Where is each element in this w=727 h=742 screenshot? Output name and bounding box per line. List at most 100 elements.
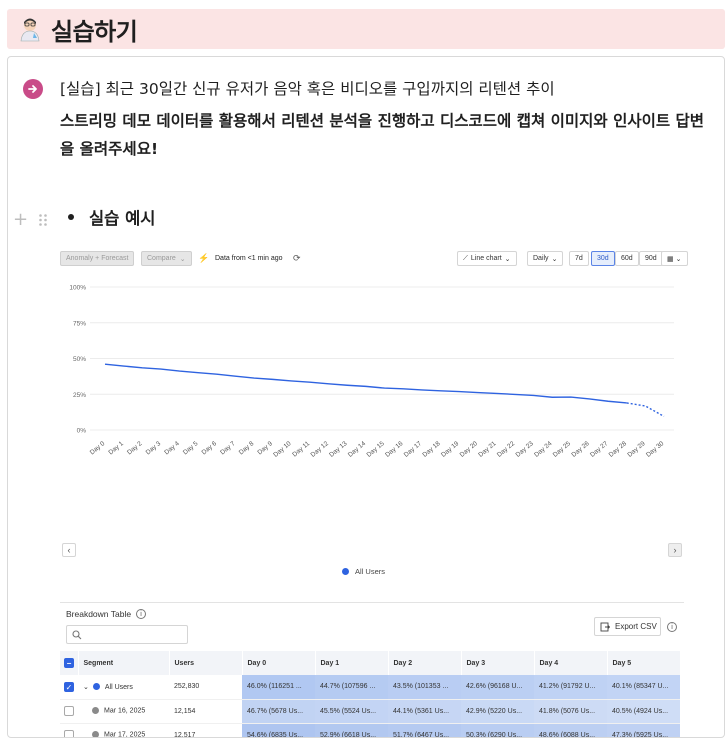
retention-cell: 46.7% (5678 Us... [242, 699, 315, 724]
legend-marker [342, 568, 349, 575]
range-30d[interactable]: 30d [591, 251, 615, 266]
callout-title: [실습] 최근 30일간 신규 유저가 음악 혹은 비디오를 구입까지의 리텐션… [60, 80, 555, 98]
range-60d[interactable]: 60d [615, 251, 639, 266]
column-header[interactable]: Segment [78, 651, 170, 675]
x-tick-label: Day 28 [608, 440, 629, 459]
retention-cell: 42.6% (96168 U... [461, 675, 534, 700]
column-header[interactable]: Day 5 [607, 651, 681, 675]
info-icon[interactable]: i [136, 609, 147, 619]
select-all-checkbox[interactable]: − [64, 658, 74, 668]
search-input[interactable] [66, 625, 188, 644]
y-tick-label: 50% [73, 356, 86, 363]
row-checkbox[interactable]: ✓ [64, 681, 74, 692]
data-freshness: Data from <1 min ago [215, 255, 283, 262]
chevron-down-icon[interactable]: ⌄ [83, 683, 89, 691]
column-header[interactable]: Day 2 [388, 651, 462, 675]
x-tick-label: Day 2 [126, 440, 144, 457]
segment-cell: ⌄ All Users [78, 675, 169, 700]
row-checkbox[interactable] [64, 706, 74, 716]
y-tick-label: 0% [77, 428, 87, 435]
scientist-emoji-icon [20, 18, 40, 42]
x-tick-label: Day 22 [496, 440, 517, 459]
segment-color-dot [92, 731, 99, 737]
scroll-right-button[interactable]: › [668, 543, 682, 557]
retention-chart-screenshot: Anomaly + Forecast Compare ⌄ ⚡ Data from … [60, 245, 688, 737]
users-cell: 12,517 [169, 723, 242, 737]
y-tick-label: 75% [73, 320, 86, 327]
calendar-icon: ▦ [667, 255, 674, 263]
retention-cell: 43.5% (101353 ... [388, 675, 461, 700]
x-tick-label: Day 27 [589, 440, 610, 459]
page-title: 실습하기 [51, 17, 138, 46]
info-icon[interactable]: i [667, 622, 677, 632]
x-tick-label: Day 24 [533, 440, 554, 459]
x-tick-label: Day 14 [347, 440, 368, 459]
users-cell: 252,830 [169, 675, 242, 700]
range-7d[interactable]: 7d [569, 251, 589, 266]
bullet-marker [68, 214, 74, 220]
column-header[interactable]: Day 1 [315, 651, 389, 675]
segment-label: All Users [104, 683, 133, 691]
table-row[interactable]: Mar 16, 2025 12,154 46.7% (5678 Us... 45.5%… [60, 699, 680, 724]
bullet-heading: 실습 예시 [89, 209, 156, 228]
row-checkbox[interactable] [64, 730, 74, 737]
anomaly-forecast-button[interactable]: Anomaly + Forecast [60, 251, 135, 266]
segment-color-dot [92, 683, 100, 691]
y-tick-label: 100% [69, 285, 86, 292]
x-tick-label: Day 17 [403, 440, 424, 459]
drag-handle-icon[interactable] [38, 213, 48, 227]
retention-cell: 42.9% (5220 Us... [461, 699, 534, 724]
chevron-down-icon: ⌄ [179, 255, 186, 263]
callout-description: 스트리밍 데모 데이터를 활용해서 리텐션 분석을 진행하고 디스코드에 캡쳐 … [60, 112, 705, 158]
retention-cell: 50.3% (6290 Us... [461, 723, 534, 737]
retention-cell: 44.1% (5361 Us... [388, 699, 461, 724]
x-tick-label: Day 19 [440, 440, 461, 459]
chart-legend: All Users [342, 567, 385, 576]
retention-cell: 44.7% (107596 ... [315, 675, 388, 700]
table-header-row: − Segment Users Day 0 Day 1 Day 2 Day 3 … [60, 651, 681, 675]
x-tick-label: Day 12 [310, 440, 331, 459]
x-tick-label: Day 20 [459, 440, 480, 459]
range-90d[interactable]: 90d [639, 251, 663, 266]
retention-cell: 46.0% (116251 ... [242, 675, 315, 700]
add-block-icon[interactable]: + [13, 209, 29, 230]
y-tick-label: 25% [73, 392, 86, 399]
column-header[interactable]: Day 0 [242, 651, 316, 675]
segment-label: Mar 16, 2025 [104, 707, 146, 715]
scroll-left-button[interactable]: ‹ [62, 543, 76, 557]
segment-cell: Mar 16, 2025 [78, 699, 169, 724]
retention-cell: 48.6% (6088 Us... [534, 723, 607, 737]
series-line-projected [626, 402, 665, 418]
table-row[interactable]: ✓ ⌄ All Users 252,830 46.0% (116251 ... 44.7%… [60, 675, 680, 700]
chevron-down-icon: ⌄ [675, 255, 682, 263]
refresh-icon[interactable]: ⟳ [293, 253, 301, 263]
lightning-icon: ⚡ [198, 253, 210, 263]
export-icon [600, 622, 610, 631]
calendar-button[interactable]: ▦ ⌄ [661, 251, 688, 266]
block-handle[interactable]: + [13, 209, 48, 230]
x-tick-label: Day 6 [201, 440, 219, 457]
x-tick-label: Day 7 [219, 440, 237, 457]
retention-cell: 47.3% (5925 Us... [607, 723, 680, 737]
breakdown-table-section: Breakdown Table i Export CSV i [60, 602, 684, 737]
x-tick-label: Day 30 [645, 440, 666, 459]
column-header[interactable]: Day 3 [461, 651, 535, 675]
retention-cell: 54.6% (6835 Us... [242, 723, 315, 737]
table-row[interactable]: Mar 17, 2025 12,517 54.6% (6835 Us... 52.9%… [60, 723, 680, 737]
column-header[interactable]: Users [169, 651, 243, 675]
retention-cell: 41.8% (5076 Us... [534, 699, 607, 724]
line-chart-icon: ⟋ [463, 254, 468, 262]
x-tick-label: Day 29 [626, 440, 647, 459]
column-header[interactable]: Day 4 [534, 651, 608, 675]
retention-cell: 52.9% (6618 Us... [315, 723, 388, 737]
arrow-right-circle-icon [23, 79, 43, 99]
compare-button[interactable]: Compare ⌄ [141, 251, 192, 266]
x-tick-label: Day 25 [552, 440, 573, 459]
export-csv-button[interactable]: Export CSV [594, 617, 661, 636]
chevron-down-icon: ⌄ [551, 255, 558, 263]
breakdown-title: Breakdown Table i [66, 609, 147, 619]
chart-type-select[interactable]: ⟋ Line chart ⌄ [457, 251, 517, 266]
x-tick-label: Day 10 [272, 440, 293, 459]
x-tick-label: Day 15 [365, 440, 386, 459]
interval-select[interactable]: Daily ⌄ [527, 251, 564, 266]
